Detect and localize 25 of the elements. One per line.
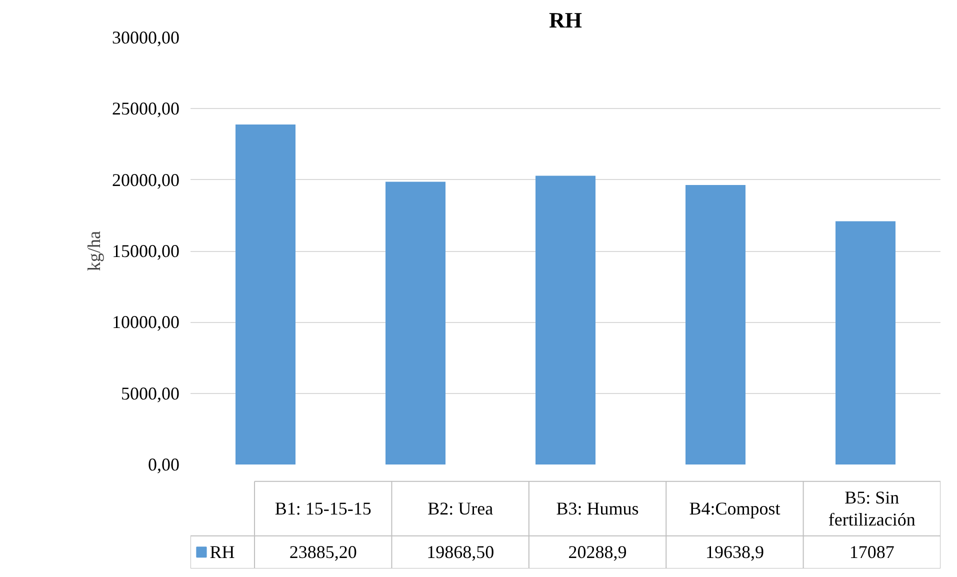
- x-tick-label: B5: Sin fertilización: [828, 488, 916, 530]
- x-tick-label: B2: Urea: [428, 498, 494, 519]
- legend-label: RH: [210, 542, 235, 562]
- chart-title: RH: [549, 8, 582, 32]
- y-axis-title: kg/ha: [84, 230, 104, 271]
- data-label: 19868,50: [426, 542, 494, 562]
- x-tick-label: B3: Humus: [556, 498, 639, 519]
- bar: [686, 184, 746, 464]
- data-label: 17087: [849, 542, 894, 562]
- bar: [536, 176, 596, 464]
- bar: [836, 221, 896, 464]
- bar: [236, 124, 296, 464]
- y-tick-label: 10000,00: [112, 312, 180, 332]
- data-label: 19638,9: [705, 542, 764, 562]
- data-label: 20288,9: [568, 542, 627, 562]
- y-tick-label: 5000,00: [121, 383, 180, 404]
- y-tick-label: 0,00: [148, 454, 180, 474]
- y-tick-label: 15000,00: [112, 241, 180, 261]
- x-tick-label: B1: 15-15-15: [274, 498, 372, 519]
- x-tick-label: B4:Compost: [689, 498, 780, 519]
- bar: [386, 182, 446, 464]
- data-label: 23885,20: [289, 542, 357, 562]
- y-tick-label: 25000,00: [112, 98, 180, 119]
- y-tick-label: 20000,00: [112, 170, 180, 190]
- y-tick-label: 30000,00: [112, 28, 180, 48]
